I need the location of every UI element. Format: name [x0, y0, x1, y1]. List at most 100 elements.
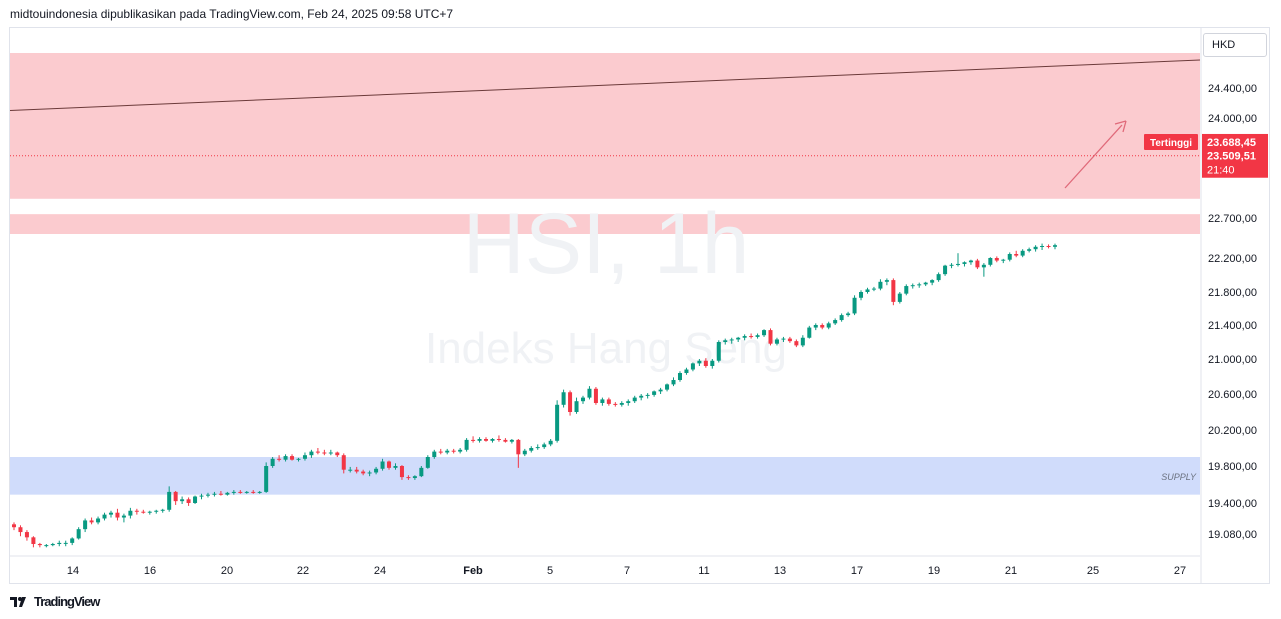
- candle-body: [613, 403, 618, 405]
- time-tick-label: 16: [144, 565, 156, 577]
- candle-body: [57, 542, 62, 544]
- candle-body: [522, 450, 527, 455]
- candle-body: [121, 515, 126, 518]
- candle-body: [173, 491, 178, 502]
- candle-body: [677, 373, 682, 380]
- zone-label: SUPPLY: [1161, 472, 1197, 482]
- candle-body: [865, 289, 870, 292]
- candle-body: [852, 297, 857, 314]
- tradingview-logo-icon[interactable]: [10, 596, 30, 608]
- candle-body: [205, 494, 210, 496]
- candle-body: [380, 461, 385, 469]
- candle-body: [574, 401, 579, 412]
- time-tick-label: 17: [851, 565, 863, 577]
- candle-body: [652, 391, 657, 395]
- candle-body: [897, 293, 902, 302]
- candles-layer: [11, 243, 1058, 548]
- trend-arrow-head: [1114, 120, 1127, 133]
- candle-body: [264, 466, 269, 492]
- publish-info: midtouindonesia dipublikasikan pada Trad…: [10, 7, 454, 21]
- candle-body: [820, 325, 825, 328]
- zone-supply-2: [10, 457, 1200, 495]
- candle-body: [50, 544, 55, 546]
- candle-body: [930, 280, 935, 283]
- candle-body: [37, 544, 42, 546]
- candle-body: [141, 511, 146, 513]
- candle-body: [251, 491, 256, 493]
- candle-body: [723, 340, 728, 342]
- time-tick-label: 21: [1005, 565, 1017, 577]
- candle-body: [516, 439, 521, 455]
- last-price-text: 23.509,51: [1207, 151, 1256, 163]
- candle-body: [167, 491, 172, 510]
- candle-body: [1052, 245, 1058, 247]
- candle-body: [160, 509, 165, 511]
- candle-body: [846, 313, 851, 316]
- time-tick-label: 22: [297, 565, 309, 577]
- candle-body: [212, 493, 217, 495]
- candle-body: [956, 263, 961, 265]
- candle-body: [31, 537, 36, 544]
- last-price-box: [1202, 147, 1268, 178]
- candle-body: [1033, 246, 1038, 250]
- candle-body: [44, 545, 49, 547]
- price-tick-label: 21.400,00: [1208, 320, 1257, 332]
- candle-body: [859, 292, 864, 298]
- candle-body: [244, 491, 249, 493]
- candle-body: [96, 518, 101, 523]
- price-tick-label: 20.200,00: [1208, 425, 1257, 437]
- footer: TradingView: [10, 594, 100, 609]
- time-tick-label: 5: [547, 565, 553, 577]
- candle-body: [1027, 249, 1032, 251]
- candle-body: [477, 439, 482, 441]
- high-value-text: 23.688,45: [1207, 137, 1256, 149]
- candle-body: [496, 439, 501, 440]
- currency-selector[interactable]: HKD: [1203, 33, 1267, 57]
- candle-body: [458, 449, 463, 452]
- candle-body: [270, 458, 275, 466]
- candle-body: [277, 458, 282, 460]
- time-axis: 14 16 20 22 24 Feb 5 7 11 13 17 19 21 25 27: [10, 555, 1200, 577]
- candle-body: [755, 335, 760, 337]
- candle-body: [703, 360, 708, 366]
- candle-body: [180, 499, 185, 502]
- candle-body: [742, 336, 747, 338]
- price-tick-label: 24.000,00: [1208, 113, 1257, 125]
- candle-body: [968, 260, 973, 263]
- candle-body: [328, 452, 333, 454]
- candle-body: [548, 440, 553, 445]
- candle-body: [24, 532, 29, 538]
- candle-body: [684, 369, 689, 373]
- labels-layer: Tertinggi 23.688,45 23.509,51 21:40: [10, 120, 1268, 189]
- candle-body: [425, 457, 430, 468]
- candle-body: [884, 280, 889, 282]
- candle-body: [697, 360, 702, 364]
- candle-body: [361, 471, 366, 474]
- candle-body: [1007, 254, 1012, 260]
- chart-frame[interactable]: SUPPLY HSI, 1h Indeks Hang Seng 24.400,0…: [9, 27, 1270, 584]
- candle-body: [406, 477, 411, 479]
- candle-body: [787, 338, 792, 342]
- time-tick-label: 24: [374, 565, 386, 577]
- candle-body: [63, 542, 68, 544]
- candle-body: [1001, 259, 1006, 261]
- time-tick-label: 27: [1174, 565, 1186, 577]
- price-tick-label: 21.000,00: [1208, 354, 1257, 366]
- candle-body: [632, 397, 637, 402]
- candlestick-chart[interactable]: SUPPLY HSI, 1h Indeks Hang Seng 24.400,0…: [10, 28, 1271, 585]
- candle-body: [826, 323, 831, 328]
- candle-body: [341, 455, 346, 470]
- candle-body: [639, 395, 644, 398]
- candle-body: [600, 399, 605, 403]
- candle-body: [464, 439, 469, 450]
- candle-body: [399, 466, 404, 478]
- candle-body: [490, 439, 495, 441]
- candle-body: [658, 389, 663, 392]
- trend-arrow: [1064, 124, 1123, 189]
- candle-body: [199, 495, 204, 497]
- candle-body: [193, 496, 198, 503]
- time-tick-label: Feb: [463, 565, 483, 577]
- candle-body: [988, 258, 993, 265]
- tradingview-brand[interactable]: TradingView: [34, 594, 100, 609]
- candle-body: [225, 492, 230, 495]
